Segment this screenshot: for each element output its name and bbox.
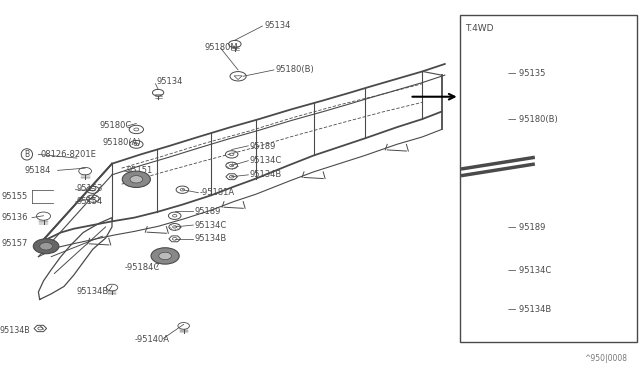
Text: — 95189: — 95189 [508,223,545,232]
Bar [460,15,637,342]
Text: 95134B: 95134B [0,326,31,335]
Text: 95134: 95134 [157,77,183,86]
Text: ^950|0008: ^950|0008 [584,354,627,363]
Text: 95184: 95184 [24,166,51,175]
Text: 95151: 95151 [126,166,152,175]
Text: 95189: 95189 [250,142,276,151]
Circle shape [159,252,172,260]
Text: 95157: 95157 [2,239,28,248]
Text: T.4WD: T.4WD [465,24,493,33]
Text: 95136: 95136 [2,213,28,222]
Text: 95134B: 95134B [195,234,227,243]
Circle shape [130,176,143,183]
Text: — 95134B: — 95134B [508,305,552,314]
Text: 95180(A): 95180(A) [102,138,141,147]
Circle shape [151,248,179,264]
Text: — 95135: — 95135 [508,69,545,78]
Text: 95134: 95134 [264,21,291,30]
Text: 95134B: 95134B [250,170,282,179]
Text: 08126-8201E: 08126-8201E [40,150,96,159]
Text: 95180C: 95180C [99,121,131,130]
Text: B: B [24,150,29,159]
Text: 95189: 95189 [195,207,221,216]
Text: — 95134C: — 95134C [508,266,552,275]
Text: 95155: 95155 [2,192,28,201]
Circle shape [33,239,59,254]
Text: 95134C: 95134C [195,221,227,230]
Text: -95184C: -95184C [125,263,160,272]
Text: -95140A: -95140A [134,335,170,344]
Text: -95181A: -95181A [200,188,235,197]
Circle shape [122,171,150,187]
Circle shape [40,243,52,250]
Text: 95134C: 95134C [250,156,282,165]
Text: 95180(B): 95180(B) [275,65,314,74]
Text: 95153: 95153 [77,184,103,193]
Text: — 95180(B): — 95180(B) [508,115,558,124]
Text: 95180M: 95180M [205,43,239,52]
Text: 95154: 95154 [77,198,103,206]
Text: 95134B: 95134B [77,287,109,296]
